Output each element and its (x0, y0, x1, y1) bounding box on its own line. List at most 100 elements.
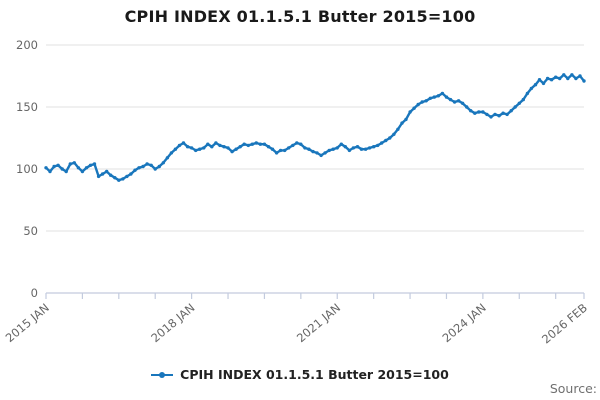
legend-line-marker-icon (151, 370, 174, 380)
data-point (52, 164, 56, 169)
data-point (432, 95, 436, 99)
data-point (117, 178, 121, 182)
data-point (76, 166, 81, 170)
data-point (56, 163, 60, 167)
data-point (226, 146, 230, 150)
data-point (254, 141, 258, 145)
data-point (400, 121, 404, 125)
data-point (181, 141, 186, 145)
y-tick-label: 100 (16, 162, 38, 176)
data-point (529, 86, 534, 91)
data-point (194, 148, 198, 153)
data-point (578, 74, 582, 78)
data-point (339, 142, 343, 146)
data-point (287, 146, 291, 150)
data-point (105, 169, 109, 174)
y-tick-label: 50 (23, 224, 38, 238)
data-point (566, 76, 570, 81)
data-point (505, 112, 509, 117)
data-point (452, 100, 457, 104)
data-point (206, 142, 210, 146)
data-point (165, 156, 170, 160)
data-point (485, 112, 489, 117)
data-point (60, 167, 64, 171)
data-point (448, 97, 453, 102)
data-point (44, 166, 48, 170)
data-point (420, 100, 424, 104)
data-point (570, 73, 574, 77)
data-point (562, 73, 566, 77)
data-point (372, 145, 376, 149)
data-point (489, 115, 493, 119)
legend-item[interactable]: CPIH INDEX 01.1.5.1 Butter 2015=100 (0, 367, 600, 382)
data-point (359, 147, 364, 151)
data-point (554, 75, 558, 79)
data-point (343, 145, 347, 149)
data-point (113, 176, 117, 180)
data-point (323, 151, 327, 155)
data-point (404, 117, 408, 122)
data-point (412, 106, 416, 110)
data-point (258, 142, 263, 146)
data-point (92, 162, 97, 166)
x-tick-label: 2021 JAN (294, 301, 343, 346)
data-point (262, 142, 267, 146)
data-point (363, 147, 368, 151)
data-point (149, 163, 153, 167)
data-point (189, 146, 194, 150)
chart-title: CPIH INDEX 01.1.5.1 Butter 2015=100 (124, 7, 476, 26)
data-point (161, 161, 165, 165)
data-point (295, 141, 299, 145)
data-point (307, 147, 311, 151)
data-point (444, 95, 449, 99)
data-point (88, 163, 93, 167)
data-point (145, 162, 149, 166)
data-point (129, 172, 133, 176)
data-point (582, 79, 586, 83)
data-point (545, 76, 550, 81)
data-point (347, 148, 352, 153)
data-point (460, 101, 465, 106)
data-point (68, 162, 73, 166)
data-point (469, 109, 473, 113)
data-point (465, 105, 469, 109)
data-point (497, 114, 501, 118)
data-point (303, 146, 307, 150)
data-point (335, 146, 339, 150)
data-point (440, 91, 445, 96)
data-point (173, 147, 178, 151)
data-point (428, 96, 432, 101)
data-point (424, 99, 428, 103)
series-line (44, 73, 586, 182)
data-point (250, 142, 254, 146)
data-point (327, 148, 331, 153)
data-point (509, 109, 513, 113)
x-tick-label: 2026 FEB (539, 301, 590, 347)
data-point (246, 143, 250, 148)
data-point (384, 138, 388, 143)
data-point (493, 112, 497, 117)
data-point (533, 83, 538, 87)
data-point (84, 166, 89, 170)
data-point (218, 143, 222, 148)
data-point (315, 151, 319, 155)
data-point (125, 174, 129, 179)
data-point (278, 148, 283, 153)
x-tick-label: 2018 JAN (148, 301, 197, 346)
data-point (121, 177, 125, 181)
data-point (291, 143, 295, 148)
data-point (392, 132, 396, 136)
data-point (270, 147, 275, 151)
legend-label: CPIH INDEX 01.1.5.1 Butter 2015=100 (180, 367, 449, 382)
data-point (331, 147, 335, 151)
data-point (242, 142, 246, 146)
data-point (141, 164, 145, 169)
data-point (157, 164, 161, 169)
plot-area: 0 50 100 150 200 2015 JAN 2018 JAN 2021 JAN 2024… (3, 38, 590, 347)
data-point (517, 101, 521, 106)
x-tick-label: 2015 JAN (3, 301, 52, 346)
data-point (153, 167, 157, 171)
x-tick-label: 2024 JAN (440, 301, 489, 346)
data-point (185, 145, 190, 149)
data-point (133, 168, 137, 172)
